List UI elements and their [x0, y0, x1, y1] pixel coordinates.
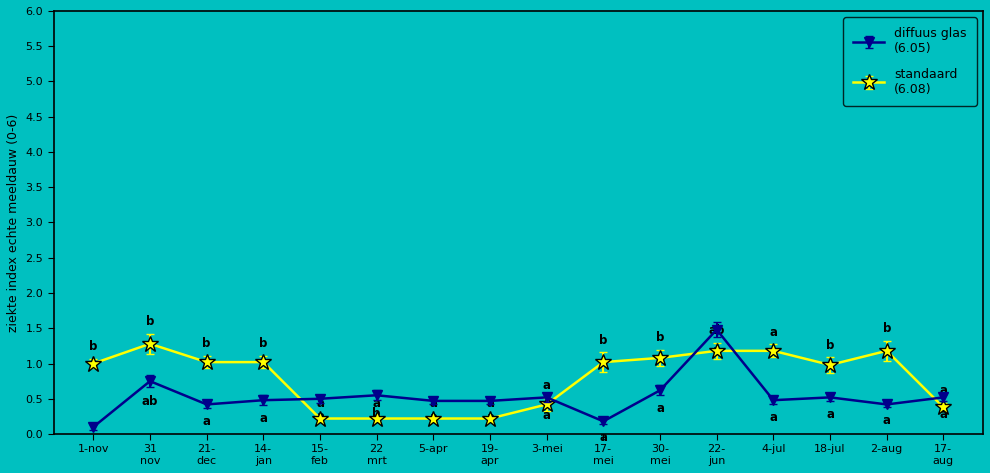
Text: a: a	[316, 397, 324, 410]
Text: a: a	[486, 412, 494, 424]
Text: ab: ab	[709, 324, 725, 337]
Text: b: b	[826, 339, 835, 351]
Text: a: a	[883, 414, 891, 427]
Text: a: a	[940, 408, 947, 421]
Text: a: a	[599, 431, 608, 444]
Text: a: a	[826, 408, 834, 421]
Text: a: a	[656, 403, 664, 415]
Text: a: a	[316, 410, 324, 423]
Y-axis label: ziekte index echte meeldauw (0-6): ziekte index echte meeldauw (0-6)	[7, 114, 20, 332]
Text: ab: ab	[142, 394, 158, 408]
Text: a: a	[769, 326, 777, 339]
Text: b: b	[599, 333, 608, 347]
Text: b: b	[89, 340, 98, 353]
Text: a: a	[543, 409, 550, 421]
Text: b: b	[655, 332, 664, 344]
Text: a: a	[543, 379, 550, 393]
Text: b: b	[146, 315, 154, 328]
Text: a: a	[486, 397, 494, 410]
Text: a: a	[203, 415, 211, 428]
Text: a: a	[0, 472, 1, 473]
Legend: diffuus glas
(6.05), standaard
(6.08): diffuus glas (6.05), standaard (6.08)	[843, 17, 977, 105]
Text: a: a	[259, 412, 267, 425]
Text: b: b	[372, 407, 381, 420]
Text: b: b	[259, 337, 267, 350]
Text: a: a	[430, 412, 438, 424]
Text: a: a	[940, 385, 947, 397]
Text: b: b	[203, 337, 211, 350]
Text: a: a	[769, 412, 777, 424]
Text: a: a	[372, 397, 381, 410]
Text: b: b	[882, 322, 891, 335]
Text: a: a	[430, 397, 438, 410]
Text: a: a	[713, 344, 721, 358]
